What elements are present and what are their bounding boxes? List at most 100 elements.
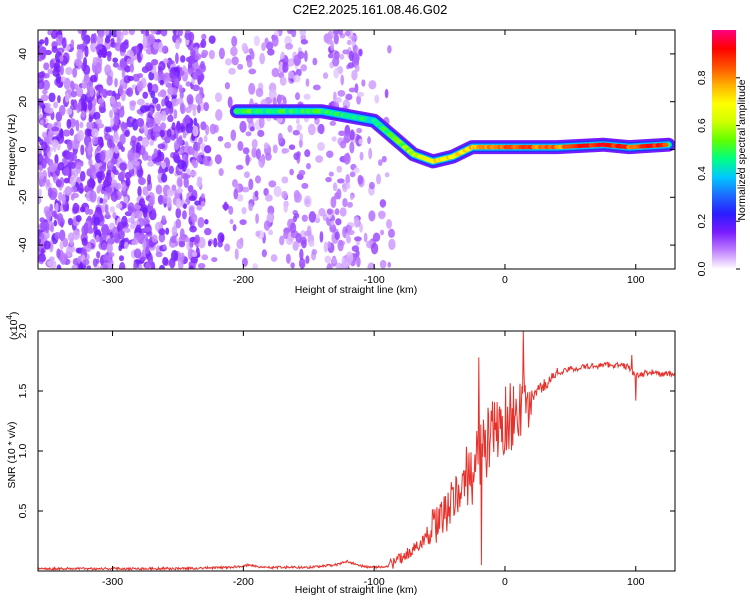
spectrogram-cell	[91, 171, 98, 180]
spectrogram-cell	[308, 211, 317, 223]
spectrogram-cell	[92, 57, 98, 66]
spectrogram-cell	[379, 259, 387, 269]
spectrogram-cell	[312, 57, 318, 66]
spectrogram-cell	[142, 186, 149, 196]
spectrogram-cell	[91, 41, 98, 48]
spectrogram-cell	[271, 67, 280, 78]
spectrogram-cell	[69, 160, 74, 167]
spectrogram-cell	[98, 106, 106, 114]
spectrogram-cell	[63, 177, 70, 184]
spectrogram-cell	[103, 253, 108, 262]
spectrogram-cell	[346, 39, 352, 46]
spectrogram-cell	[131, 211, 135, 223]
spectrogram-cell	[155, 251, 163, 258]
spectrogram-cell	[55, 202, 59, 213]
spectrogram-cell	[230, 46, 238, 57]
spectrogram-cell	[79, 121, 84, 129]
x-tick-label: 100	[627, 576, 645, 588]
spectrogram-cell	[144, 105, 151, 112]
spectrogram-cell	[65, 246, 73, 258]
spectrogram-cell	[384, 172, 390, 178]
spectrogram-cell	[69, 127, 74, 136]
spectrogram-cell	[93, 111, 101, 121]
spectrogram-cell	[261, 42, 266, 52]
spectrogram-cell	[168, 165, 175, 175]
spectrogram-cell	[96, 251, 101, 259]
spectrogram-cell	[327, 53, 334, 59]
spectrogram-cell	[100, 47, 107, 58]
spectrogram-cell	[228, 67, 236, 75]
spectrogram-cell	[248, 48, 254, 55]
spectrogram-cell	[112, 211, 117, 219]
spectrogram-cell	[166, 188, 174, 198]
spectrogram-cell	[52, 141, 57, 153]
spectrogram-cell	[109, 206, 115, 213]
spectrogram-cell	[265, 152, 272, 161]
colorbar-gradient	[712, 30, 736, 269]
x-tick-label: 0	[502, 576, 508, 588]
spectrogram-cell	[200, 60, 205, 70]
spectrogram-cell	[87, 208, 94, 216]
spectrogram-cell	[121, 30, 129, 36]
spectrogram-cell	[292, 241, 299, 251]
spectrogram-cell	[160, 110, 167, 122]
spectrogram-cell	[284, 35, 292, 46]
spectrogram-cell	[264, 37, 269, 45]
spectrogram-cell	[388, 238, 396, 250]
spectrogram-cell	[335, 218, 342, 226]
spectrogram-cell	[79, 170, 86, 182]
spectrogram-cell	[281, 148, 290, 154]
spectrogram-cell	[172, 151, 180, 163]
spectrogram-cell	[303, 195, 312, 208]
colorbar-tick-label: 0.2	[696, 214, 708, 229]
spectrogram-cell	[323, 241, 329, 253]
spectrogram-cell	[338, 30, 343, 36]
spectrogram-cell	[124, 129, 130, 137]
spectrogram-cell	[204, 145, 212, 154]
spectrogram-cell	[54, 231, 61, 240]
spectrogram-cell	[118, 107, 125, 118]
spectrogram-cell	[150, 30, 158, 35]
spectrogram-cell	[41, 158, 47, 169]
spectrogram-cell	[49, 203, 54, 212]
spectrogram-cell	[195, 93, 203, 105]
spectrogram-cell	[315, 217, 321, 224]
spectrogram-cell	[351, 69, 358, 81]
spectrogram-cell	[305, 163, 311, 170]
spectrogram-cell	[70, 194, 75, 201]
spectrogram-cell	[38, 237, 41, 245]
spectrogram-cell	[137, 135, 144, 142]
spectrogram-cell	[49, 59, 55, 70]
spectrogram-cell	[208, 49, 215, 60]
spectrogram-cell	[95, 118, 102, 125]
spectrogram-cell	[386, 219, 393, 229]
spectrogram-cell	[344, 30, 351, 37]
spectrogram-cell	[86, 228, 95, 234]
spectrogram-cell	[159, 79, 165, 86]
spectrogram-cell	[251, 138, 258, 149]
spectrogram-cell	[151, 261, 156, 269]
spectrogram-cell	[185, 168, 191, 176]
spectrogram-cell	[322, 72, 329, 79]
spectrogram-cell	[58, 191, 63, 202]
snr-multiplier-close: )	[8, 312, 20, 316]
spectrogram-cell	[133, 261, 137, 269]
spectrogram-cell	[152, 125, 161, 134]
spectrogram-cell	[194, 200, 201, 206]
spectrogram-cell	[335, 262, 342, 269]
spectrogram-cell	[287, 71, 295, 79]
spectrogram-cell	[187, 61, 193, 69]
spectrogram-cell	[342, 259, 349, 269]
spectrogram-cell	[267, 48, 275, 56]
spectrogram-cell	[81, 237, 88, 246]
spectrogram-cell	[59, 128, 64, 139]
spectrogram-cell	[164, 95, 170, 107]
spectrogram-cell	[150, 90, 156, 99]
y-tick-label: 1.5	[17, 384, 29, 399]
spectrogram-cell	[59, 229, 66, 242]
spectrogram-cell	[104, 30, 110, 36]
spectrogram-cell	[56, 34, 64, 46]
spectrogram-cell	[297, 51, 305, 60]
spectrogram-cell	[161, 215, 166, 223]
spectrogram-cell	[61, 37, 67, 49]
